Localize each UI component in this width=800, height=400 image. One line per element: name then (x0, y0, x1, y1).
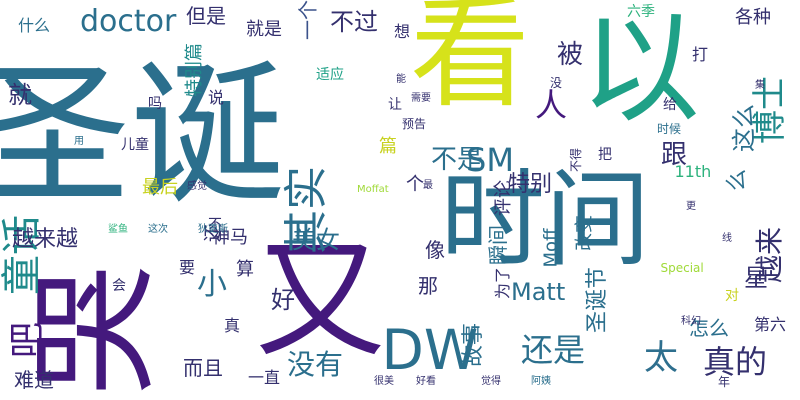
cloud-word: 把 (598, 147, 612, 163)
cloud-word: 美女 (292, 226, 340, 254)
cloud-word: DW (381, 317, 479, 382)
cloud-word: 没 (550, 76, 563, 90)
cloud-word: 没有 (287, 348, 344, 381)
cloud-word: 好 (271, 286, 295, 314)
cloud-word: Moffat (357, 184, 389, 195)
cloud-word: 又 (255, 224, 386, 376)
cloud-word: 年 (718, 375, 731, 389)
cloud-word: 特别 (508, 172, 553, 197)
cloud-word: 圣诞节 (585, 266, 611, 334)
cloud-word: 更 (686, 201, 696, 212)
cloud-word: 用 (74, 136, 84, 147)
cloud-word: 像 (425, 238, 445, 262)
cloud-word: 么 (725, 168, 751, 192)
cloud-word: 吗 (148, 96, 162, 112)
cloud-word: 什么 (18, 16, 51, 35)
cloud-word: 评论 (493, 180, 514, 216)
cloud-word: 个 (406, 174, 424, 195)
cloud-word: 小 (197, 267, 227, 302)
cloud-word: 不 (208, 217, 222, 233)
cloud-word: 集 (755, 80, 765, 91)
cloud-word: 说 (208, 88, 225, 107)
cloud-word: 那 (418, 274, 438, 298)
cloud-word: 这么 (730, 104, 758, 152)
cloud-word: 这次 (148, 224, 168, 235)
cloud-word: 适应 (316, 67, 344, 83)
cloud-word: 觉得 (481, 376, 501, 387)
cloud-word: 最后 (142, 177, 178, 198)
cloud-word: 六季 (627, 4, 655, 20)
cloud-word: 瞬间 (486, 225, 510, 265)
cloud-word: 看 (410, 0, 530, 124)
cloud-word: 要 (179, 258, 196, 277)
cloud-word: 让 (388, 97, 402, 113)
cloud-word: 吧 (7, 321, 49, 359)
cloud-word: 需要 (411, 93, 431, 104)
cloud-word: 越来越 (12, 227, 79, 252)
cloud-word: 儿童 (121, 137, 149, 153)
cloud-word: 为了 (493, 266, 513, 300)
cloud-word: 很美 (374, 376, 394, 387)
cloud-word: 真的 (703, 343, 768, 381)
cloud-word: 真 (224, 316, 241, 335)
cloud-word: 就是 (246, 19, 282, 40)
cloud-word: 最 (423, 180, 433, 191)
cloud-word: 不过 (330, 8, 378, 36)
cloud-word: 想 (394, 22, 411, 41)
cloud-word: SM (466, 141, 514, 179)
cloud-word: 而且 (183, 356, 223, 380)
cloud-word: 一个 (296, 0, 320, 40)
cloud-word: 能 (396, 74, 406, 85)
cloud-word: 跟 (661, 140, 688, 170)
cloud-word: 故事 (461, 322, 487, 368)
cloud-word: 预告 (402, 117, 427, 131)
cloud-word: 怎么 (689, 316, 729, 340)
cloud-word: 但是 (186, 4, 226, 28)
cloud-word: Special (660, 261, 704, 275)
cloud-word: 神马 (212, 227, 248, 248)
cloud-word: 第六 (754, 315, 787, 334)
cloud-word: 打 (692, 45, 709, 64)
cloud-word: 特别篇 (184, 43, 205, 97)
cloud-word: 科幻 (681, 316, 701, 327)
cloud-word: 狄更斯 (198, 224, 228, 235)
cloud-word: 星 (744, 264, 768, 292)
cloud-word: 不得 (569, 147, 584, 173)
cloud-word: 阿姨 (531, 376, 551, 387)
cloud-word: 难道 (14, 368, 54, 392)
cloud-word: 篇 (379, 136, 397, 157)
cloud-word: 算 (236, 259, 254, 280)
cloud-word: 11th (674, 162, 712, 181)
cloud-word: Matt (511, 278, 566, 306)
cloud-word: 好看 (416, 376, 436, 387)
cloud-word: 被 (557, 40, 584, 70)
cloud-word: 线 (722, 233, 732, 244)
cloud-word: 还是 (521, 331, 586, 369)
cloud-word: 给 (663, 97, 677, 113)
cloud-word: 感觉 (187, 181, 207, 192)
cloud-word: 以 (580, 0, 700, 139)
cloud-word: 时候 (657, 122, 682, 136)
cloud-word: 就 (8, 81, 32, 109)
cloud-word: 圣诞 (0, 44, 285, 226)
cloud-word: 改变 (574, 215, 595, 251)
cloud-word: 太 (644, 338, 678, 378)
cloud-word: Moff (539, 228, 561, 268)
cloud-word: doctor (80, 4, 177, 39)
cloud-word: 不是 (431, 145, 484, 175)
cloud-word: 时间 (440, 158, 651, 281)
cloud-word: 鲨鱼 (108, 224, 128, 235)
cloud-word: 对 (725, 288, 739, 304)
cloud-word: 一直 (248, 368, 281, 387)
cloud-word: 会 (112, 278, 126, 294)
cloud-word: 各种 (735, 7, 771, 28)
cloud-word: 人 (535, 86, 568, 124)
